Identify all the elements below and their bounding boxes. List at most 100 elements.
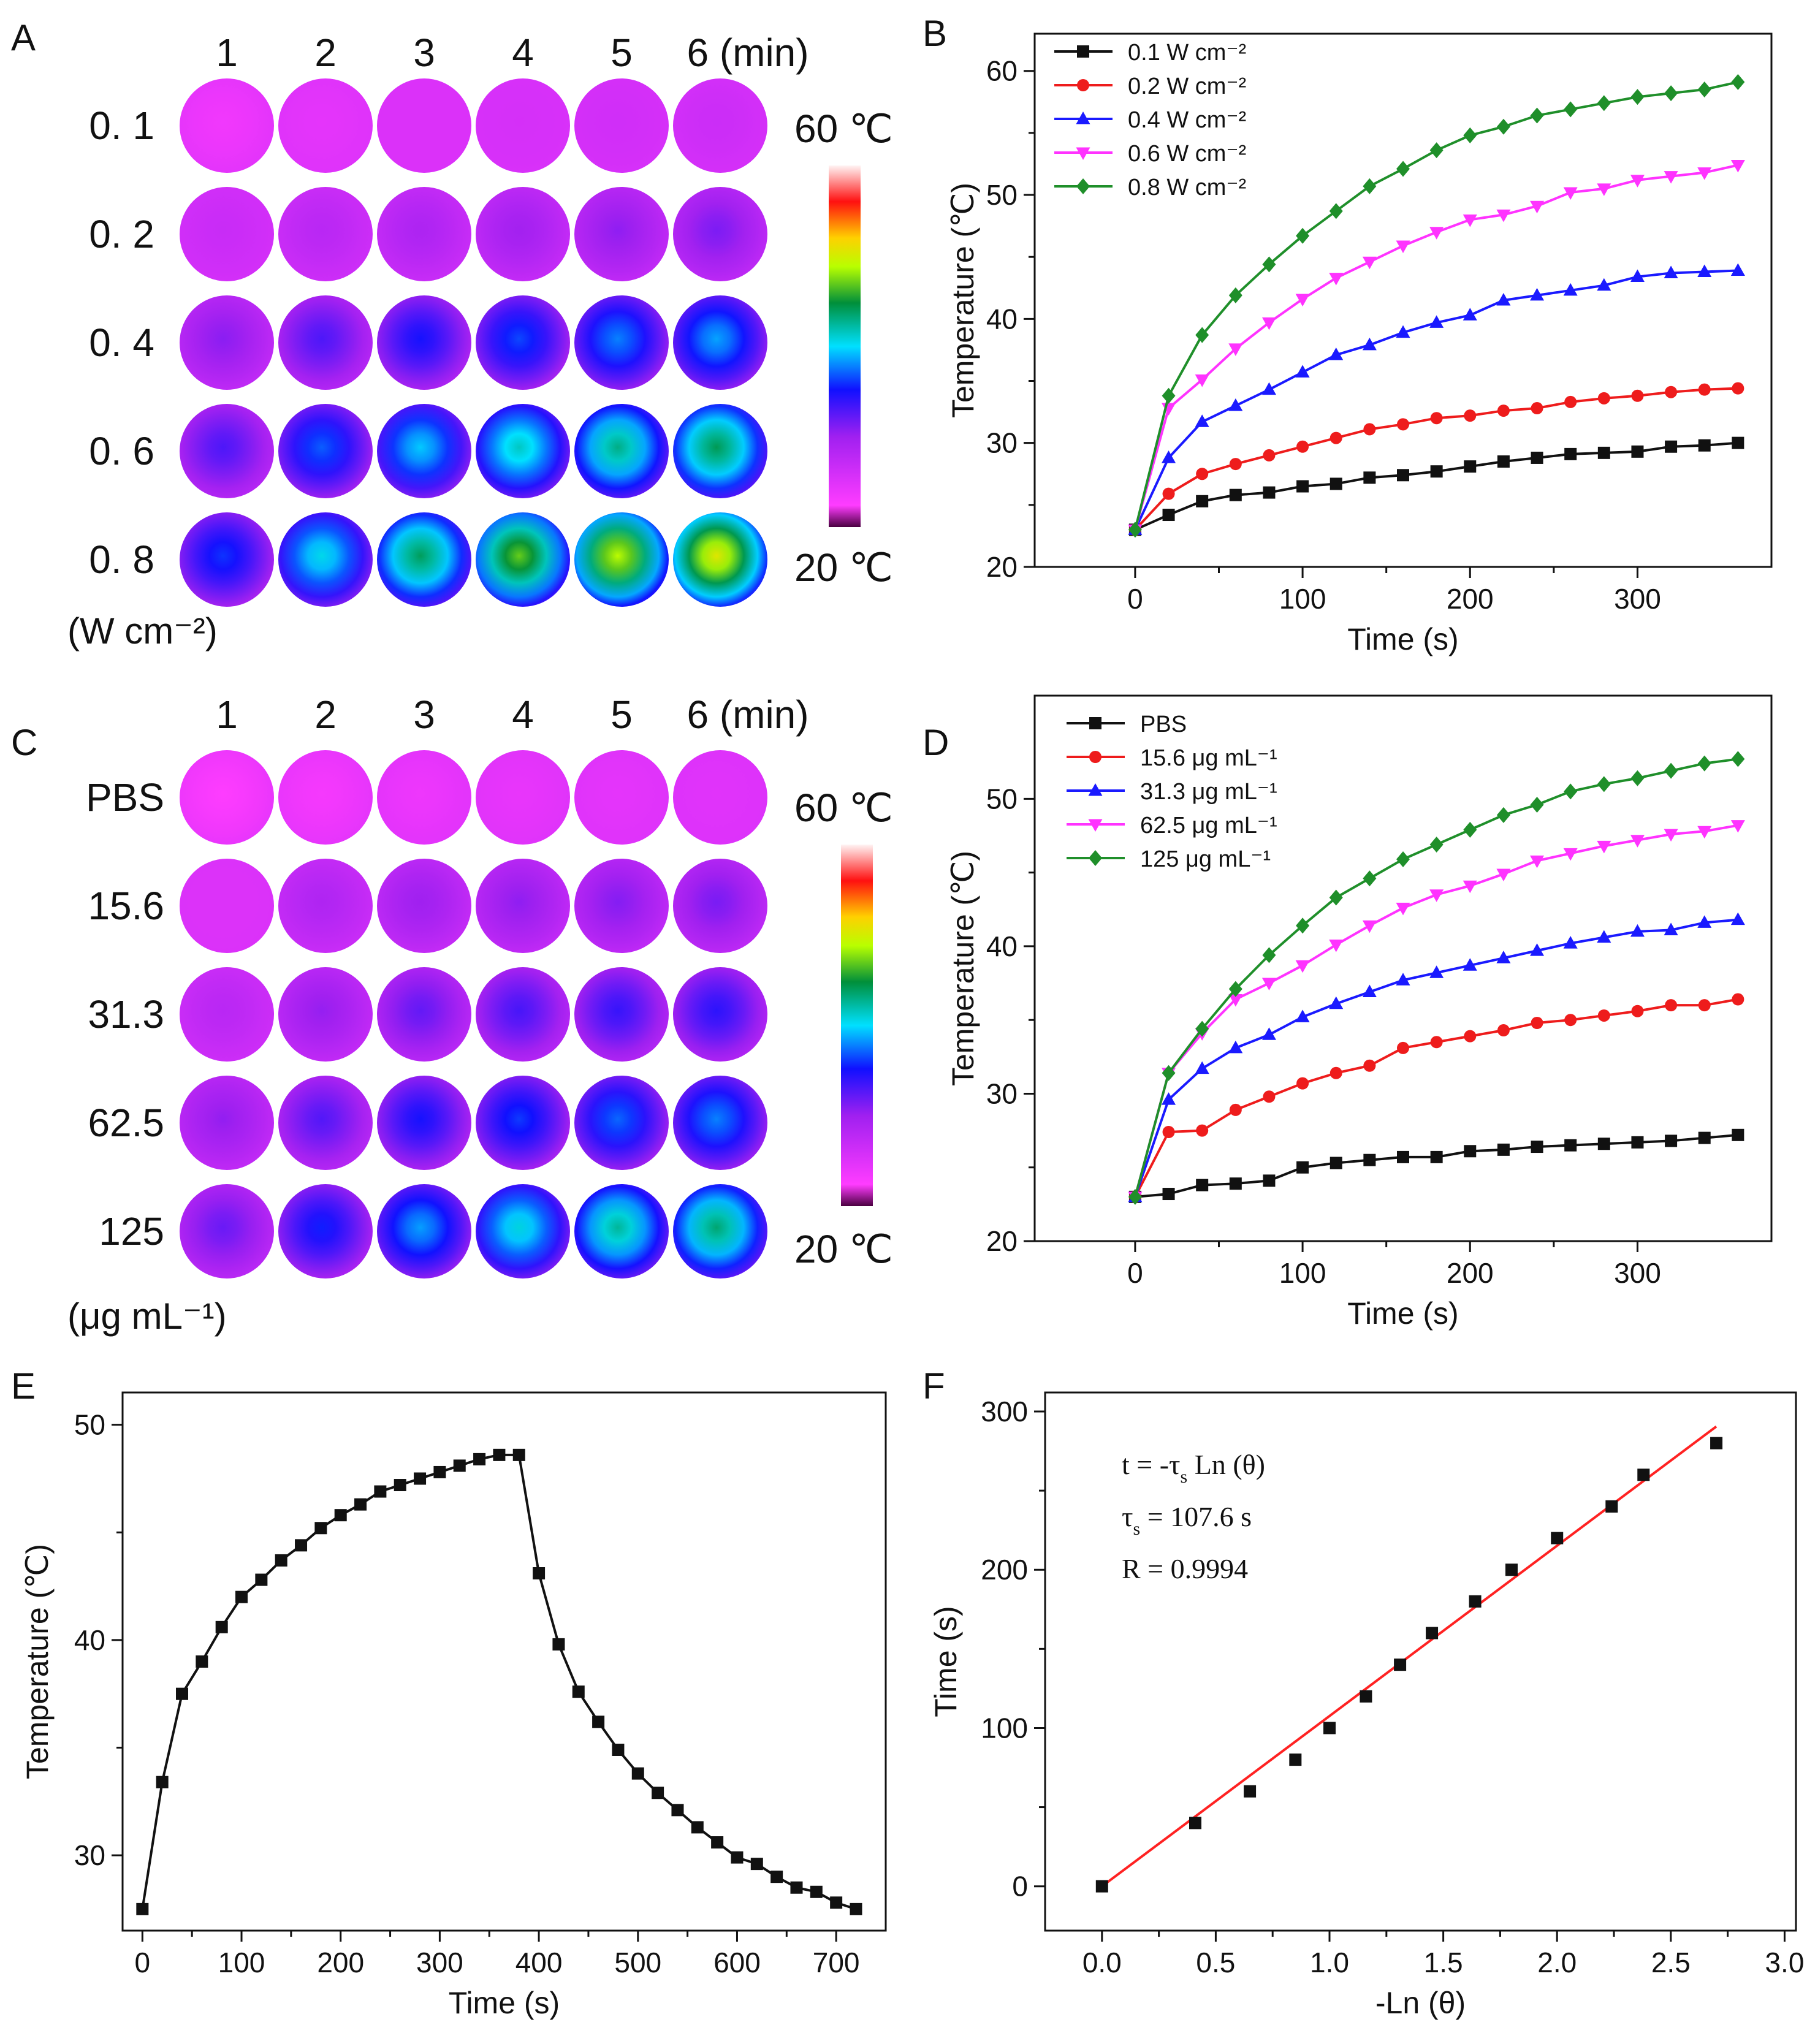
x-tick-label: 300 <box>416 1947 463 1978</box>
data-point <box>1530 107 1544 124</box>
x-axis-label: Time (s) <box>1347 622 1458 656</box>
chart-panel-e: E 0 100 200 300 400 500 600 700 30 40 50 Time (s) Tem… <box>11 1366 887 2020</box>
data-point <box>1664 171 1678 184</box>
thermal-spot <box>574 295 669 390</box>
data-point <box>1195 414 1209 427</box>
data-point <box>1463 127 1477 143</box>
y-axis-label: Temperature (℃) <box>946 851 980 1086</box>
legend-label: 0.2 W cm⁻² <box>1128 74 1246 99</box>
x-tick-label: 0 <box>135 1947 151 1978</box>
data-point <box>1496 807 1510 823</box>
data-point <box>790 1881 803 1894</box>
x-tick-label: 200 <box>1447 583 1494 615</box>
data-point <box>1463 821 1477 838</box>
data-point <box>1426 1627 1439 1639</box>
data-point <box>1530 855 1545 868</box>
series-line <box>1135 441 1738 531</box>
data-point <box>1563 187 1578 200</box>
thermal-spot <box>377 404 471 498</box>
data-point <box>1664 762 1678 779</box>
data-point <box>334 1509 347 1522</box>
data-point <box>1195 1020 1209 1037</box>
data-point <box>1551 1532 1564 1544</box>
data-point <box>1162 450 1176 463</box>
y-tick-label: 30 <box>986 427 1018 459</box>
data-point <box>1362 337 1377 351</box>
data-point <box>1261 382 1276 395</box>
data-point <box>1228 994 1243 1007</box>
data-point <box>275 1554 287 1567</box>
panel-letter: E <box>11 1366 36 1407</box>
thermal-spot <box>180 967 274 1062</box>
data-point <box>1289 1753 1302 1766</box>
data-point <box>1263 486 1276 499</box>
data-point <box>1630 175 1645 188</box>
row-label: 0. 6 <box>89 429 154 473</box>
plot-frame <box>1044 1391 1797 1932</box>
x-tick-label: 0 <box>1127 583 1143 615</box>
data-point <box>1631 445 1644 458</box>
row-label: PBS <box>86 775 164 819</box>
series <box>1128 159 1745 538</box>
data-point <box>473 1453 486 1465</box>
data-point <box>1196 468 1209 481</box>
chart-panel-d: D 0 100 200 300 20 30 40 50 Time (s) Temperature (… <box>923 694 1773 1331</box>
series <box>1128 74 1745 538</box>
thermal-spot <box>377 750 471 845</box>
thermal-image-panel-a: A 1 2 3 4 5 6 (min) 0. 1 0. 2 0. 4 0. 6 0. 8 (W c… <box>11 17 893 652</box>
data-point <box>1564 101 1578 118</box>
equation-part: Ln (θ) <box>1187 1449 1265 1480</box>
legend-label: 62.5 μg mL⁻¹ <box>1140 813 1277 838</box>
data-point <box>1363 870 1377 887</box>
data-point <box>1496 293 1511 306</box>
data-point <box>1429 889 1444 902</box>
data-point <box>1530 943 1545 956</box>
data-point <box>1430 412 1443 425</box>
data-point <box>1563 936 1578 949</box>
data-point <box>1697 826 1712 839</box>
data-point <box>1329 940 1344 952</box>
data-point <box>1360 1690 1372 1703</box>
thermal-spot <box>574 1184 669 1278</box>
thermal-spot <box>476 512 570 607</box>
data-point <box>1564 1014 1577 1027</box>
data-point <box>1295 960 1310 973</box>
data-point <box>1296 918 1310 934</box>
data-point <box>1497 405 1510 417</box>
data-point <box>1295 294 1310 306</box>
equation-part: t = -τ <box>1122 1449 1181 1480</box>
y-tick-label: 50 <box>74 1409 105 1441</box>
data-point <box>1429 142 1444 159</box>
data-point <box>1631 1005 1644 1017</box>
thermal-spot <box>278 750 373 845</box>
y-tick-label: 300 <box>981 1396 1028 1427</box>
data-point <box>1128 1188 1142 1205</box>
data-point <box>512 1448 525 1461</box>
data-point <box>1229 1103 1242 1116</box>
legend: PBS 15.6 μg mL⁻¹ 31.3 μg mL⁻¹ 62.5 μg mL⁻¹ 1… <box>1067 712 1277 872</box>
data-point <box>1732 382 1744 395</box>
data-point <box>1363 178 1377 194</box>
thermal-spot <box>180 1184 274 1278</box>
data-point <box>1244 1785 1257 1798</box>
x-tick-label: 100 <box>218 1947 265 1978</box>
data-point <box>750 1858 763 1871</box>
data-point <box>1630 835 1645 848</box>
thermal-spot <box>377 512 471 607</box>
thermal-spot <box>377 78 471 173</box>
data-point <box>1597 930 1611 943</box>
data-point <box>1089 751 1101 763</box>
data-point <box>1261 1027 1276 1040</box>
thermal-spot <box>574 750 669 845</box>
data-point <box>1531 451 1543 464</box>
x-tick-label: 3.0 <box>1765 1947 1804 1978</box>
thermal-image-panel-c: C 1 2 3 4 5 6 (min) PBS 15.6 31.3 62.5 125 (μg mL… <box>11 693 893 1337</box>
data-point <box>1295 365 1310 378</box>
data-point <box>592 1715 605 1728</box>
data-point <box>1597 392 1610 405</box>
data-point <box>1228 287 1242 303</box>
data-point <box>1362 984 1377 997</box>
thermal-spot <box>476 1076 570 1170</box>
x-tick-label: 200 <box>317 1947 364 1978</box>
